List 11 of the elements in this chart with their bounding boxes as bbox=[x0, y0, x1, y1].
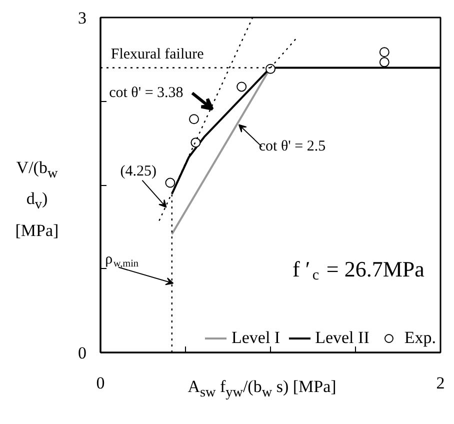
y-tick-label: 3 bbox=[78, 8, 86, 28]
annotation: cot θ' = 2.5 bbox=[258, 138, 326, 155]
y-axis-title: V/(b$_{w}$ d$_{v}$) [MPa] bbox=[14, 157, 60, 242]
annotation: (4.25) bbox=[120, 163, 156, 180]
x-tick-label: 2 bbox=[436, 374, 445, 392]
annotation: cot θ' = 3.38 bbox=[109, 85, 184, 102]
legend-label: Level II bbox=[315, 328, 370, 348]
annotation: Flexural failure bbox=[110, 46, 204, 62]
legend-label: Exp. bbox=[404, 328, 436, 348]
legend-label: Level I bbox=[231, 328, 280, 348]
x-axis-title: A$_{sw}$ f$_{yw}$/(b$_{w}$ s) [MPa] bbox=[188, 376, 336, 402]
